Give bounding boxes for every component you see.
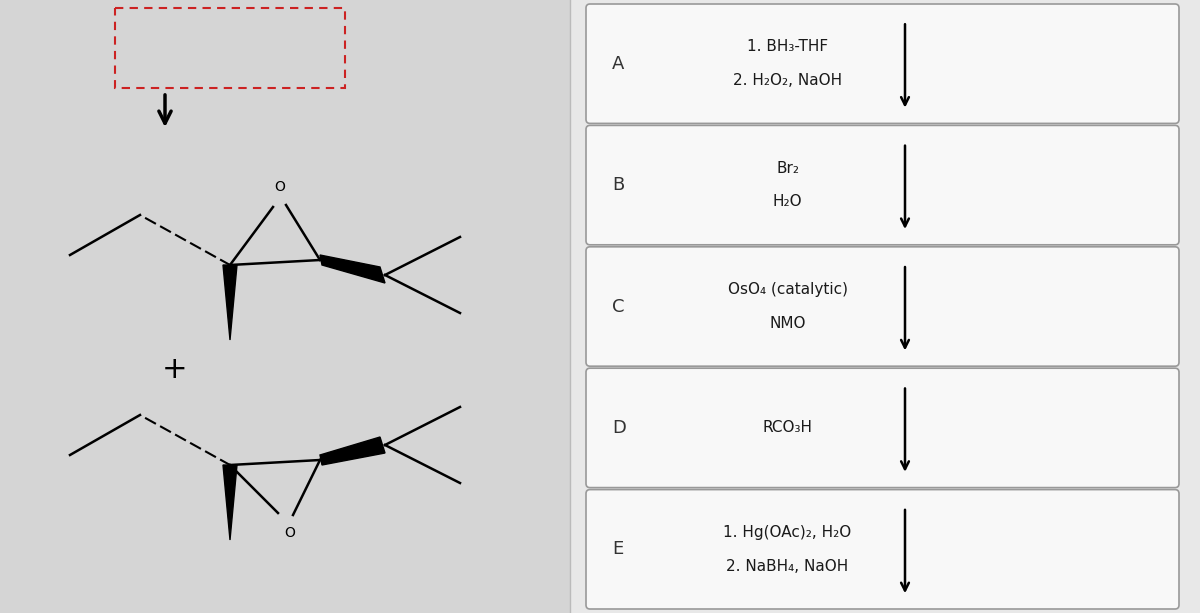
Text: H₂O: H₂O: [773, 194, 803, 209]
Text: OsO₄ (catalytic): OsO₄ (catalytic): [727, 283, 847, 297]
Polygon shape: [223, 465, 238, 540]
FancyBboxPatch shape: [0, 0, 570, 613]
Text: Br₂: Br₂: [776, 161, 799, 176]
FancyBboxPatch shape: [586, 4, 1178, 123]
Text: 1. BH₃-THF: 1. BH₃-THF: [746, 39, 828, 55]
FancyBboxPatch shape: [586, 247, 1178, 366]
Text: O: O: [275, 180, 286, 194]
FancyBboxPatch shape: [586, 126, 1178, 245]
Text: D: D: [612, 419, 626, 437]
Text: +: +: [162, 356, 188, 384]
Polygon shape: [320, 437, 385, 465]
Polygon shape: [320, 255, 385, 283]
Text: 2. H₂O₂, NaOH: 2. H₂O₂, NaOH: [733, 73, 842, 88]
Text: NMO: NMO: [769, 316, 805, 330]
Text: RCO₃H: RCO₃H: [762, 421, 812, 435]
Text: A: A: [612, 55, 624, 73]
Polygon shape: [223, 265, 238, 340]
Text: C: C: [612, 297, 624, 316]
FancyBboxPatch shape: [586, 490, 1178, 609]
Text: 1. Hg(OAc)₂, H₂O: 1. Hg(OAc)₂, H₂O: [724, 525, 852, 540]
FancyBboxPatch shape: [586, 368, 1178, 487]
Text: O: O: [284, 526, 295, 540]
Text: E: E: [612, 540, 623, 558]
Text: B: B: [612, 176, 624, 194]
Text: 2. NaBH₄, NaOH: 2. NaBH₄, NaOH: [726, 558, 848, 574]
